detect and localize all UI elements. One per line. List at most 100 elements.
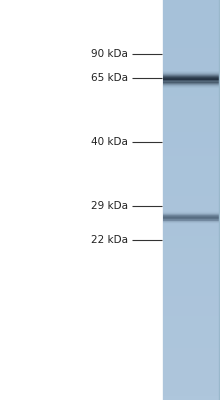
Bar xyxy=(163,219,219,220)
Bar xyxy=(163,74,219,75)
Bar xyxy=(162,383,220,388)
Bar xyxy=(163,213,219,214)
Bar xyxy=(162,275,220,280)
Bar xyxy=(162,15,220,20)
Bar xyxy=(162,199,220,204)
Bar xyxy=(162,371,220,376)
Bar xyxy=(162,203,220,208)
Bar xyxy=(163,212,219,213)
Bar xyxy=(162,59,220,64)
Bar xyxy=(163,72,219,73)
Bar xyxy=(163,214,219,215)
Bar xyxy=(162,167,220,172)
Bar xyxy=(163,215,219,216)
Bar xyxy=(162,179,220,184)
Bar xyxy=(162,327,220,332)
Bar xyxy=(162,231,220,236)
Bar xyxy=(162,255,220,260)
Bar xyxy=(162,251,220,256)
Bar xyxy=(163,77,219,78)
Bar xyxy=(163,86,219,87)
Bar xyxy=(162,143,220,148)
Bar xyxy=(162,331,220,336)
Bar xyxy=(163,74,219,75)
Bar xyxy=(163,217,219,218)
Bar xyxy=(162,115,220,120)
Bar xyxy=(162,159,220,164)
Bar xyxy=(162,83,220,88)
Bar xyxy=(162,87,220,92)
Bar xyxy=(162,71,220,76)
Bar xyxy=(162,155,220,160)
Bar xyxy=(162,247,220,252)
Text: 90 kDa: 90 kDa xyxy=(91,49,128,59)
Bar xyxy=(162,339,220,344)
Bar xyxy=(163,220,219,221)
Bar xyxy=(163,75,219,76)
Bar xyxy=(162,95,220,100)
Bar xyxy=(162,195,220,200)
Bar xyxy=(162,99,220,104)
Bar xyxy=(162,207,220,212)
Bar xyxy=(162,31,220,36)
Bar xyxy=(162,119,220,124)
Bar xyxy=(162,391,220,396)
Bar xyxy=(162,19,220,24)
Bar xyxy=(162,395,220,400)
Bar xyxy=(162,3,220,8)
Bar xyxy=(162,79,220,84)
Bar xyxy=(162,387,220,392)
Bar xyxy=(163,217,219,218)
Bar xyxy=(162,35,220,40)
Bar xyxy=(163,213,219,214)
Bar xyxy=(162,75,220,80)
Bar xyxy=(162,43,220,48)
Bar xyxy=(162,51,220,56)
Bar xyxy=(163,221,219,222)
Bar xyxy=(162,283,220,288)
Bar xyxy=(162,183,220,188)
Bar xyxy=(162,295,220,300)
Text: 65 kDa: 65 kDa xyxy=(91,73,128,83)
Bar xyxy=(162,239,220,244)
Text: 40 kDa: 40 kDa xyxy=(91,137,128,147)
Bar xyxy=(162,63,220,68)
Bar xyxy=(163,75,219,76)
Bar xyxy=(163,212,219,213)
Bar xyxy=(162,91,220,96)
Bar xyxy=(163,222,219,223)
Bar xyxy=(162,299,220,304)
Bar xyxy=(162,243,220,248)
Bar xyxy=(162,375,220,380)
Bar xyxy=(162,263,220,268)
Bar xyxy=(162,303,220,308)
Bar xyxy=(162,211,220,216)
Bar xyxy=(163,84,219,85)
Bar xyxy=(162,215,220,220)
Bar xyxy=(162,147,220,152)
Bar xyxy=(162,315,220,320)
Bar xyxy=(162,227,220,232)
Bar xyxy=(162,0,220,4)
Bar xyxy=(162,151,220,156)
Bar xyxy=(163,77,219,78)
Bar xyxy=(162,287,220,292)
Bar xyxy=(163,216,219,217)
Bar xyxy=(162,47,220,52)
Bar xyxy=(163,80,219,82)
Bar xyxy=(163,79,219,80)
Bar xyxy=(162,191,220,196)
Bar xyxy=(162,363,220,368)
Bar xyxy=(162,219,220,224)
Bar xyxy=(163,71,219,72)
Bar xyxy=(163,215,219,216)
Bar xyxy=(162,123,220,128)
Bar xyxy=(163,218,219,219)
Bar xyxy=(162,131,220,136)
Bar xyxy=(162,271,220,276)
Bar xyxy=(162,343,220,348)
Bar xyxy=(162,163,220,168)
Bar xyxy=(163,82,219,83)
Bar xyxy=(162,355,220,360)
Bar xyxy=(162,103,220,108)
